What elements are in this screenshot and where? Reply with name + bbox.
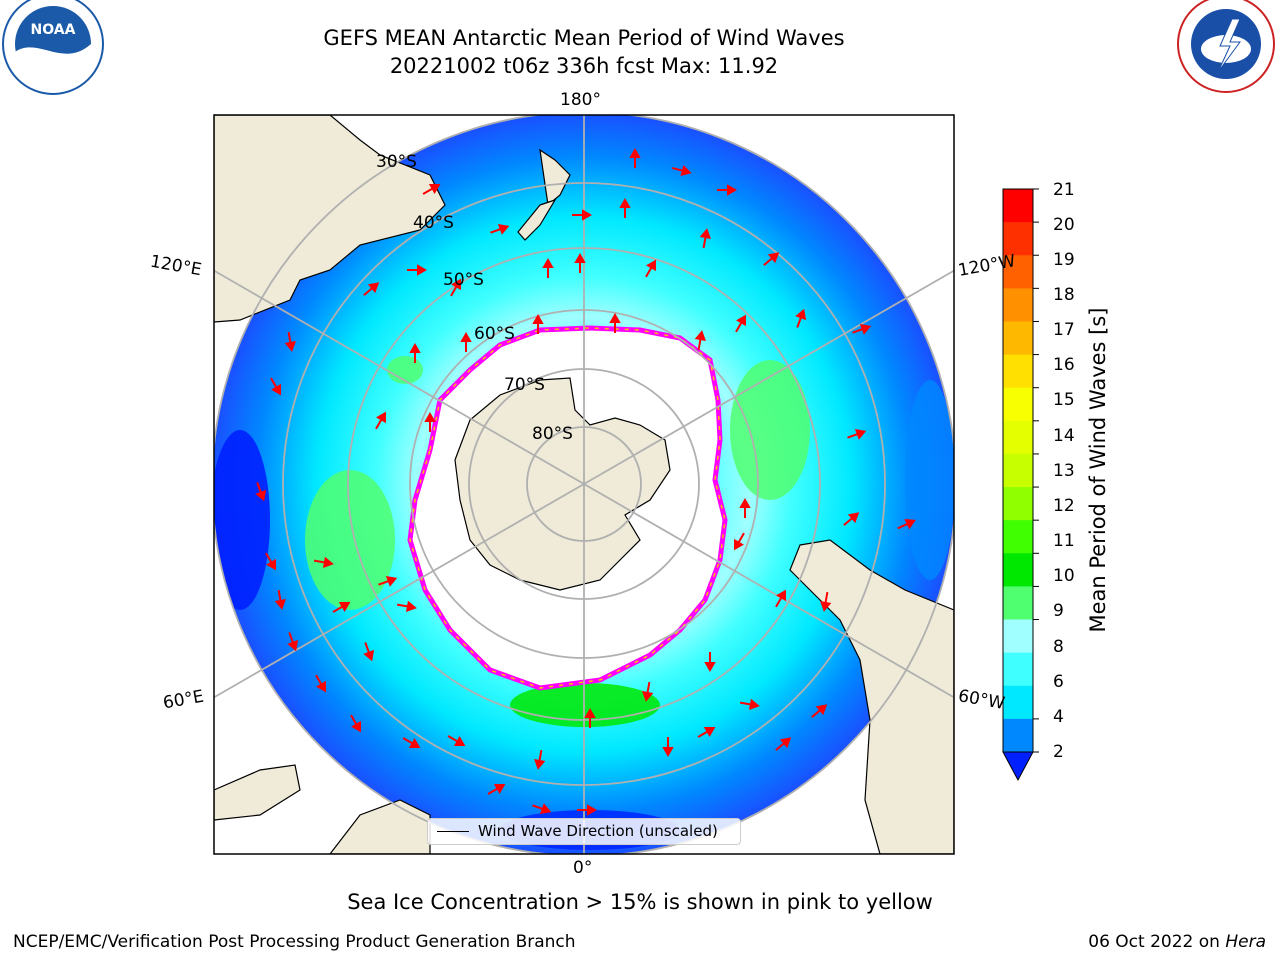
- colorbar-segment: [1003, 520, 1033, 554]
- colorbar-tick: 13: [1053, 461, 1075, 481]
- colorbar-tick: 16: [1053, 355, 1075, 375]
- legend-label: Wind Wave Direction (unscaled): [478, 822, 718, 840]
- colorbar-segment: [1003, 288, 1033, 322]
- colorbar-segment: [1003, 553, 1033, 587]
- colorbar-segment: [1003, 189, 1033, 223]
- map-frame: [213, 114, 955, 855]
- colorbar-tick: 2: [1053, 742, 1064, 762]
- sea-ice-note: Sea Ice Concentration > 15% is shown in …: [347, 890, 933, 914]
- colorbar-tick: 18: [1053, 285, 1075, 305]
- colorbar-segment: [1003, 619, 1033, 654]
- antarctica: [454, 377, 671, 591]
- colorbar-segment: [1003, 387, 1033, 422]
- wave-patches: [214, 356, 954, 850]
- colorbar-segment: [1003, 586, 1033, 621]
- colorbar-segment: [1003, 420, 1033, 455]
- colorbar-segment: [1003, 453, 1033, 488]
- colorbar-tick: 20: [1053, 215, 1075, 235]
- branch-credit: NCEP/EMC/Verification Post Processing Pr…: [13, 932, 576, 952]
- land-areas: [214, 115, 954, 854]
- colorbar-tick: 11: [1053, 531, 1075, 551]
- colorbar-tick: 14: [1053, 426, 1075, 446]
- colorbar-segment: [1003, 487, 1033, 521]
- colorbar-segment: [1003, 222, 1033, 256]
- chart-subtitle: 20221002 t06z 336h fcst Max: 11.92: [389, 54, 779, 78]
- lon-label-bottom: 0°: [573, 858, 593, 878]
- colorbar-segment: [1003, 718, 1033, 753]
- colorbar-tick: 12: [1053, 496, 1075, 516]
- colorbar-tick: 4: [1053, 707, 1064, 727]
- colorbar: [1002, 188, 1039, 782]
- colorbar-tick: 19: [1053, 250, 1075, 270]
- host-name: Hera: [1225, 932, 1266, 952]
- lat-label-40s: 40°S: [413, 213, 454, 233]
- lat-label-70s: 70°S: [504, 375, 545, 395]
- colorbar-segment: [1003, 685, 1033, 720]
- lon-label-top: 180°: [560, 90, 601, 110]
- colorbar-tick: 15: [1053, 390, 1075, 410]
- colorbar-frame: [1002, 188, 1034, 753]
- wind-wave-arrows: [255, 147, 916, 816]
- colorbar-segment: [1003, 652, 1033, 687]
- colorbar-tick: 6: [1053, 672, 1064, 692]
- svg-text:NOAA: NOAA: [31, 22, 76, 38]
- chart-title: GEFS MEAN Antarctic Mean Period of Wind …: [323, 26, 845, 50]
- colorbar-tick: 17: [1053, 320, 1075, 340]
- nws-logo: [1177, 0, 1275, 93]
- colorbar-segment: [1003, 255, 1033, 289]
- colorbar-tick: 9: [1053, 601, 1064, 621]
- date-stamp: 06 Oct 2022 on Hera: [1088, 932, 1266, 952]
- lat-label-80s: 80°S: [532, 424, 573, 444]
- date-text: 06 Oct 2022 on: [1088, 932, 1226, 952]
- colorbar-tick: 8: [1053, 637, 1064, 657]
- legend-box: Wind Wave Direction (unscaled): [427, 818, 741, 845]
- colorbar-label: Mean Period of Wind Waves [s]: [1086, 307, 1110, 633]
- colorbar-extend-triangle: [1002, 751, 1034, 782]
- graticule: [214, 115, 954, 854]
- noaa-logo: NOAA: [2, 0, 104, 95]
- colorbar-segment: [1003, 321, 1033, 356]
- lat-label-60s: 60°S: [474, 324, 515, 344]
- colorbar-tick: 21: [1053, 180, 1075, 200]
- lat-label-30s: 30°S: [376, 152, 417, 172]
- colorbar-tick: 10: [1053, 566, 1075, 586]
- legend-line-icon: [437, 831, 469, 832]
- colorbar-segment: [1003, 354, 1033, 389]
- lat-label-50s: 50°S: [443, 270, 484, 290]
